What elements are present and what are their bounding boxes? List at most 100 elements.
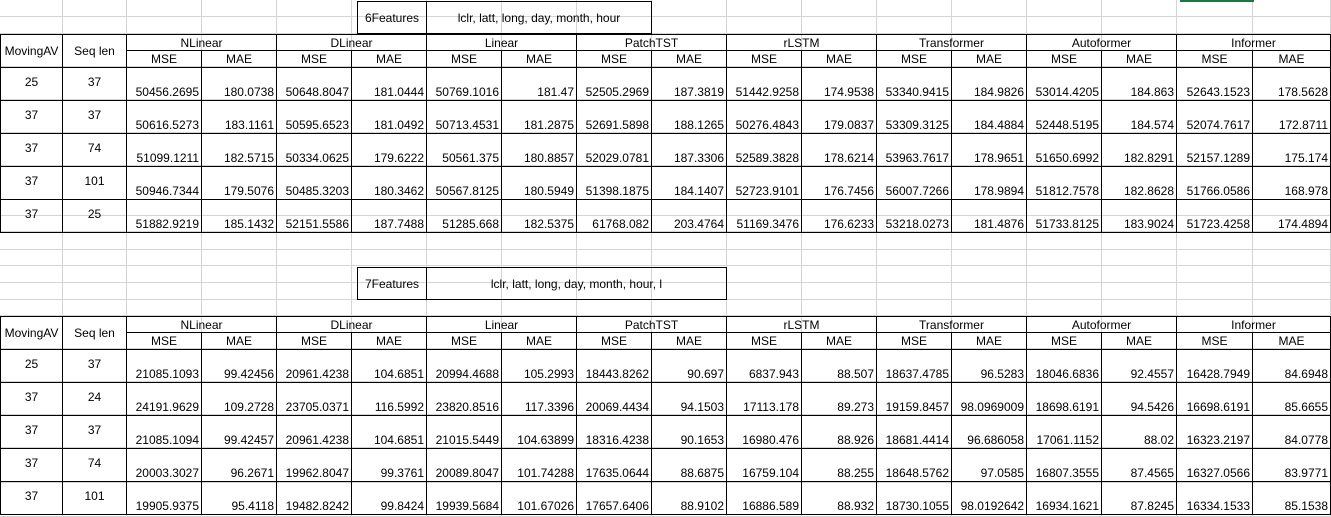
- value-cell[interactable]: 18681.4414: [877, 416, 952, 449]
- moving-av-cell[interactable]: 37: [0, 134, 63, 167]
- value-cell[interactable]: 90.697: [652, 350, 727, 383]
- value-cell[interactable]: 203.4764: [652, 200, 727, 233]
- empty-cell[interactable]: [427, 232, 502, 250]
- value-cell[interactable]: 180.5949: [502, 167, 577, 200]
- value-cell[interactable]: 52505.2969: [577, 68, 652, 101]
- value-cell[interactable]: 174.4894: [1253, 200, 1331, 233]
- empty-cell[interactable]: [952, 283, 1027, 300]
- seq-len-cell[interactable]: 74: [63, 449, 127, 482]
- empty-cell[interactable]: [877, 266, 952, 283]
- seq-len-cell[interactable]: 101: [63, 167, 127, 200]
- value-cell[interactable]: 84.0778: [1253, 416, 1331, 449]
- empty-cell[interactable]: [202, 232, 277, 250]
- seq-len-cell[interactable]: 101: [63, 482, 127, 515]
- empty-cell[interactable]: [1177, 0, 1253, 17]
- empty-cell[interactable]: [802, 17, 877, 34]
- value-cell[interactable]: 88.926: [802, 416, 877, 449]
- value-cell[interactable]: 50713.4531: [427, 101, 502, 134]
- moving-av-cell[interactable]: 37: [0, 383, 63, 416]
- empty-cell[interactable]: [1177, 266, 1253, 283]
- seq-len-cell[interactable]: 25: [63, 200, 127, 233]
- moving-av-cell[interactable]: 37: [0, 200, 63, 233]
- value-cell[interactable]: 51169.3476: [727, 200, 802, 233]
- empty-cell[interactable]: [727, 266, 802, 283]
- empty-cell[interactable]: [127, 0, 202, 17]
- empty-cell[interactable]: [202, 0, 277, 17]
- value-cell[interactable]: 83.9771: [1253, 449, 1331, 482]
- value-cell[interactable]: 182.5375: [502, 200, 577, 233]
- empty-cell[interactable]: [1177, 17, 1253, 34]
- value-cell[interactable]: 104.63899: [502, 416, 577, 449]
- empty-cell[interactable]: [0, 283, 63, 300]
- empty-cell[interactable]: [502, 266, 577, 283]
- value-cell[interactable]: 52151.5586: [277, 200, 352, 233]
- empty-cell[interactable]: [502, 300, 577, 316]
- empty-cell[interactable]: [727, 300, 802, 316]
- empty-cell[interactable]: [802, 0, 877, 17]
- empty-cell[interactable]: [63, 266, 127, 283]
- value-cell[interactable]: 181.47: [502, 68, 577, 101]
- value-cell[interactable]: 16934.1621: [1027, 482, 1102, 515]
- value-cell[interactable]: 18730.1055: [877, 482, 952, 515]
- empty-cell[interactable]: [952, 17, 1027, 34]
- value-cell[interactable]: 96.5283: [952, 350, 1027, 383]
- value-cell[interactable]: 175.174: [1253, 134, 1331, 167]
- value-cell[interactable]: 51285.668: [427, 200, 502, 233]
- value-cell[interactable]: 16759.104: [727, 449, 802, 482]
- empty-cell[interactable]: [802, 232, 877, 250]
- seq-len-cell[interactable]: 74: [63, 134, 127, 167]
- value-cell[interactable]: 181.4876: [952, 200, 1027, 233]
- empty-cell[interactable]: [63, 232, 127, 250]
- value-cell[interactable]: 52691.5898: [577, 101, 652, 134]
- value-cell[interactable]: 19962.8047: [277, 449, 352, 482]
- value-cell[interactable]: 50485.3203: [277, 167, 352, 200]
- empty-cell[interactable]: [952, 266, 1027, 283]
- value-cell[interactable]: 19905.9375: [127, 482, 202, 515]
- value-cell[interactable]: 20994.4688: [427, 350, 502, 383]
- value-cell[interactable]: 16334.1533: [1177, 482, 1253, 515]
- empty-cell[interactable]: [127, 300, 202, 316]
- value-cell[interactable]: 50769.1016: [427, 68, 502, 101]
- moving-av-cell[interactable]: 25: [0, 68, 63, 101]
- value-cell[interactable]: 52157.1289: [1177, 134, 1253, 167]
- value-cell[interactable]: 180.8857: [502, 134, 577, 167]
- empty-cell[interactable]: [1177, 300, 1253, 316]
- value-cell[interactable]: 56007.7266: [877, 167, 952, 200]
- empty-cell[interactable]: [202, 17, 277, 34]
- empty-cell[interactable]: [0, 300, 63, 316]
- empty-cell[interactable]: [1253, 283, 1331, 300]
- value-cell[interactable]: 101.74288: [502, 449, 577, 482]
- value-cell[interactable]: 179.6222: [352, 134, 427, 167]
- empty-cell[interactable]: [0, 250, 63, 266]
- empty-cell[interactable]: [127, 232, 202, 250]
- value-cell[interactable]: 109.2728: [202, 383, 277, 416]
- value-cell[interactable]: 23820.8516: [427, 383, 502, 416]
- empty-cell[interactable]: [63, 283, 127, 300]
- value-cell[interactable]: 187.3819: [652, 68, 727, 101]
- value-cell[interactable]: 51882.9219: [127, 200, 202, 233]
- empty-cell[interactable]: [0, 232, 63, 250]
- empty-cell[interactable]: [1253, 250, 1331, 266]
- empty-cell[interactable]: [727, 0, 802, 17]
- value-cell[interactable]: 178.6214: [802, 134, 877, 167]
- empty-cell[interactable]: [1027, 266, 1102, 283]
- empty-cell[interactable]: [727, 283, 802, 300]
- value-cell[interactable]: 182.8291: [1102, 134, 1177, 167]
- value-cell[interactable]: 99.42457: [202, 416, 277, 449]
- value-cell[interactable]: 53014.4205: [1027, 68, 1102, 101]
- empty-cell[interactable]: [277, 0, 352, 17]
- value-cell[interactable]: 184.574: [1102, 101, 1177, 134]
- empty-cell[interactable]: [0, 17, 63, 34]
- value-cell[interactable]: 52589.3828: [727, 134, 802, 167]
- empty-cell[interactable]: [277, 300, 352, 316]
- value-cell[interactable]: 85.6655: [1253, 383, 1331, 416]
- value-cell[interactable]: 178.5628: [1253, 68, 1331, 101]
- empty-cell[interactable]: [1177, 250, 1253, 266]
- empty-cell[interactable]: [277, 250, 352, 266]
- empty-cell[interactable]: [952, 300, 1027, 316]
- value-cell[interactable]: 51733.8125: [1027, 200, 1102, 233]
- value-cell[interactable]: 176.7456: [802, 167, 877, 200]
- value-cell[interactable]: 179.0837: [802, 101, 877, 134]
- value-cell[interactable]: 20961.4238: [277, 416, 352, 449]
